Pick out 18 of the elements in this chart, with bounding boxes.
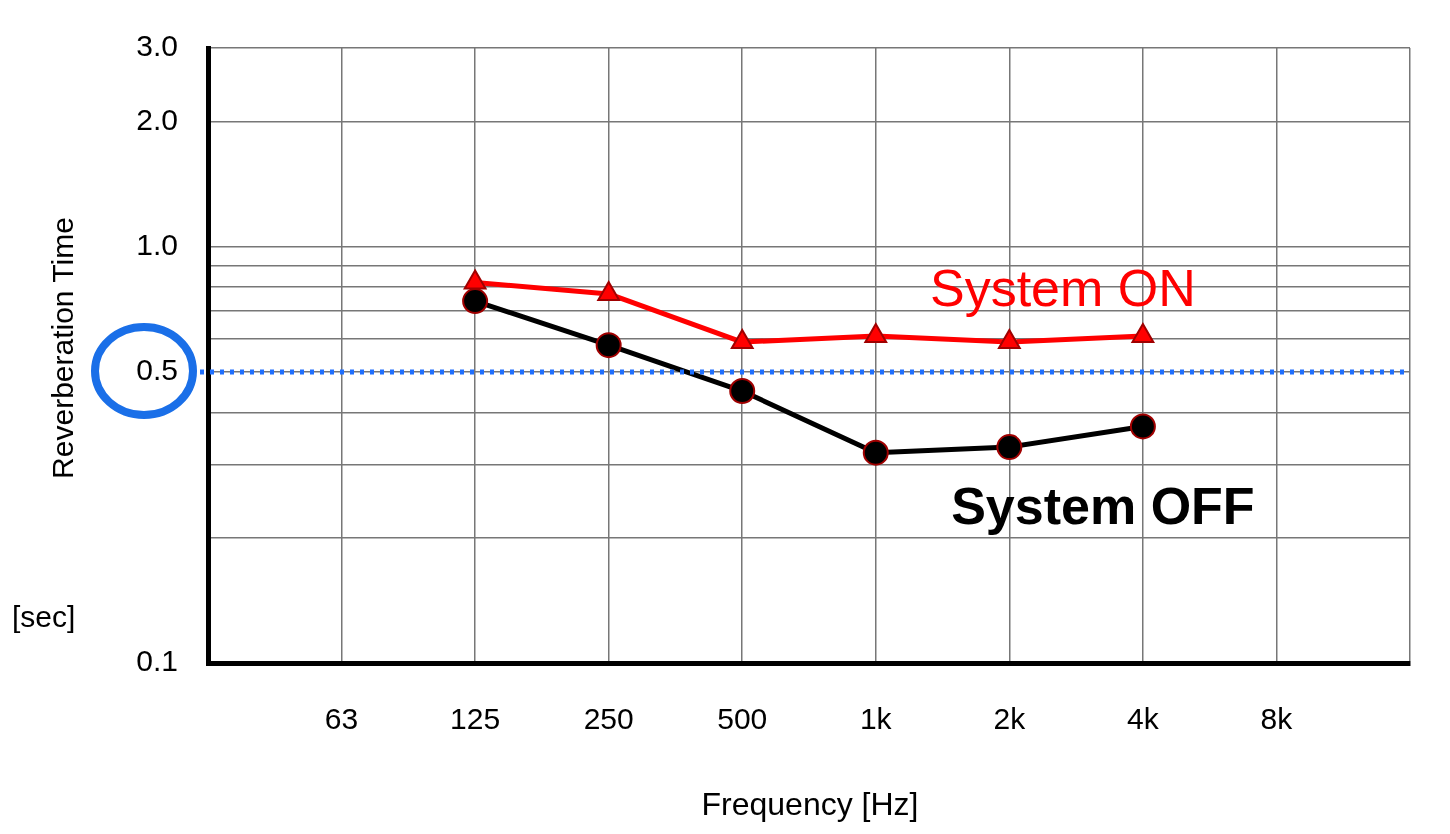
x-tick-label: 250	[583, 702, 634, 736]
x-tick-label: 2k	[993, 702, 1027, 736]
y-tick-label: 0.5	[136, 353, 178, 387]
x-tick-label: 500	[717, 702, 768, 736]
series-label: System OFF	[951, 477, 1255, 536]
x-tick-label: 8k	[1260, 702, 1294, 736]
y-tick-label: 1.0	[136, 227, 178, 261]
x-tick-label: 63	[324, 702, 359, 736]
y-axis-title: Reverberation Time	[46, 217, 80, 479]
x-tick-label: 125	[450, 702, 501, 736]
x-tick-label: 4k	[1127, 702, 1160, 736]
y-tick-label: 3.0	[136, 29, 178, 63]
y-tick-label: 2.0	[136, 102, 178, 136]
y-tick-label: 0.1	[136, 644, 178, 678]
text: [sec]	[12, 600, 76, 634]
x-tick-label: 1k	[859, 702, 893, 736]
series-label: System ON	[929, 259, 1196, 318]
x-axis-title: Frequency [Hz]	[700, 786, 920, 823]
